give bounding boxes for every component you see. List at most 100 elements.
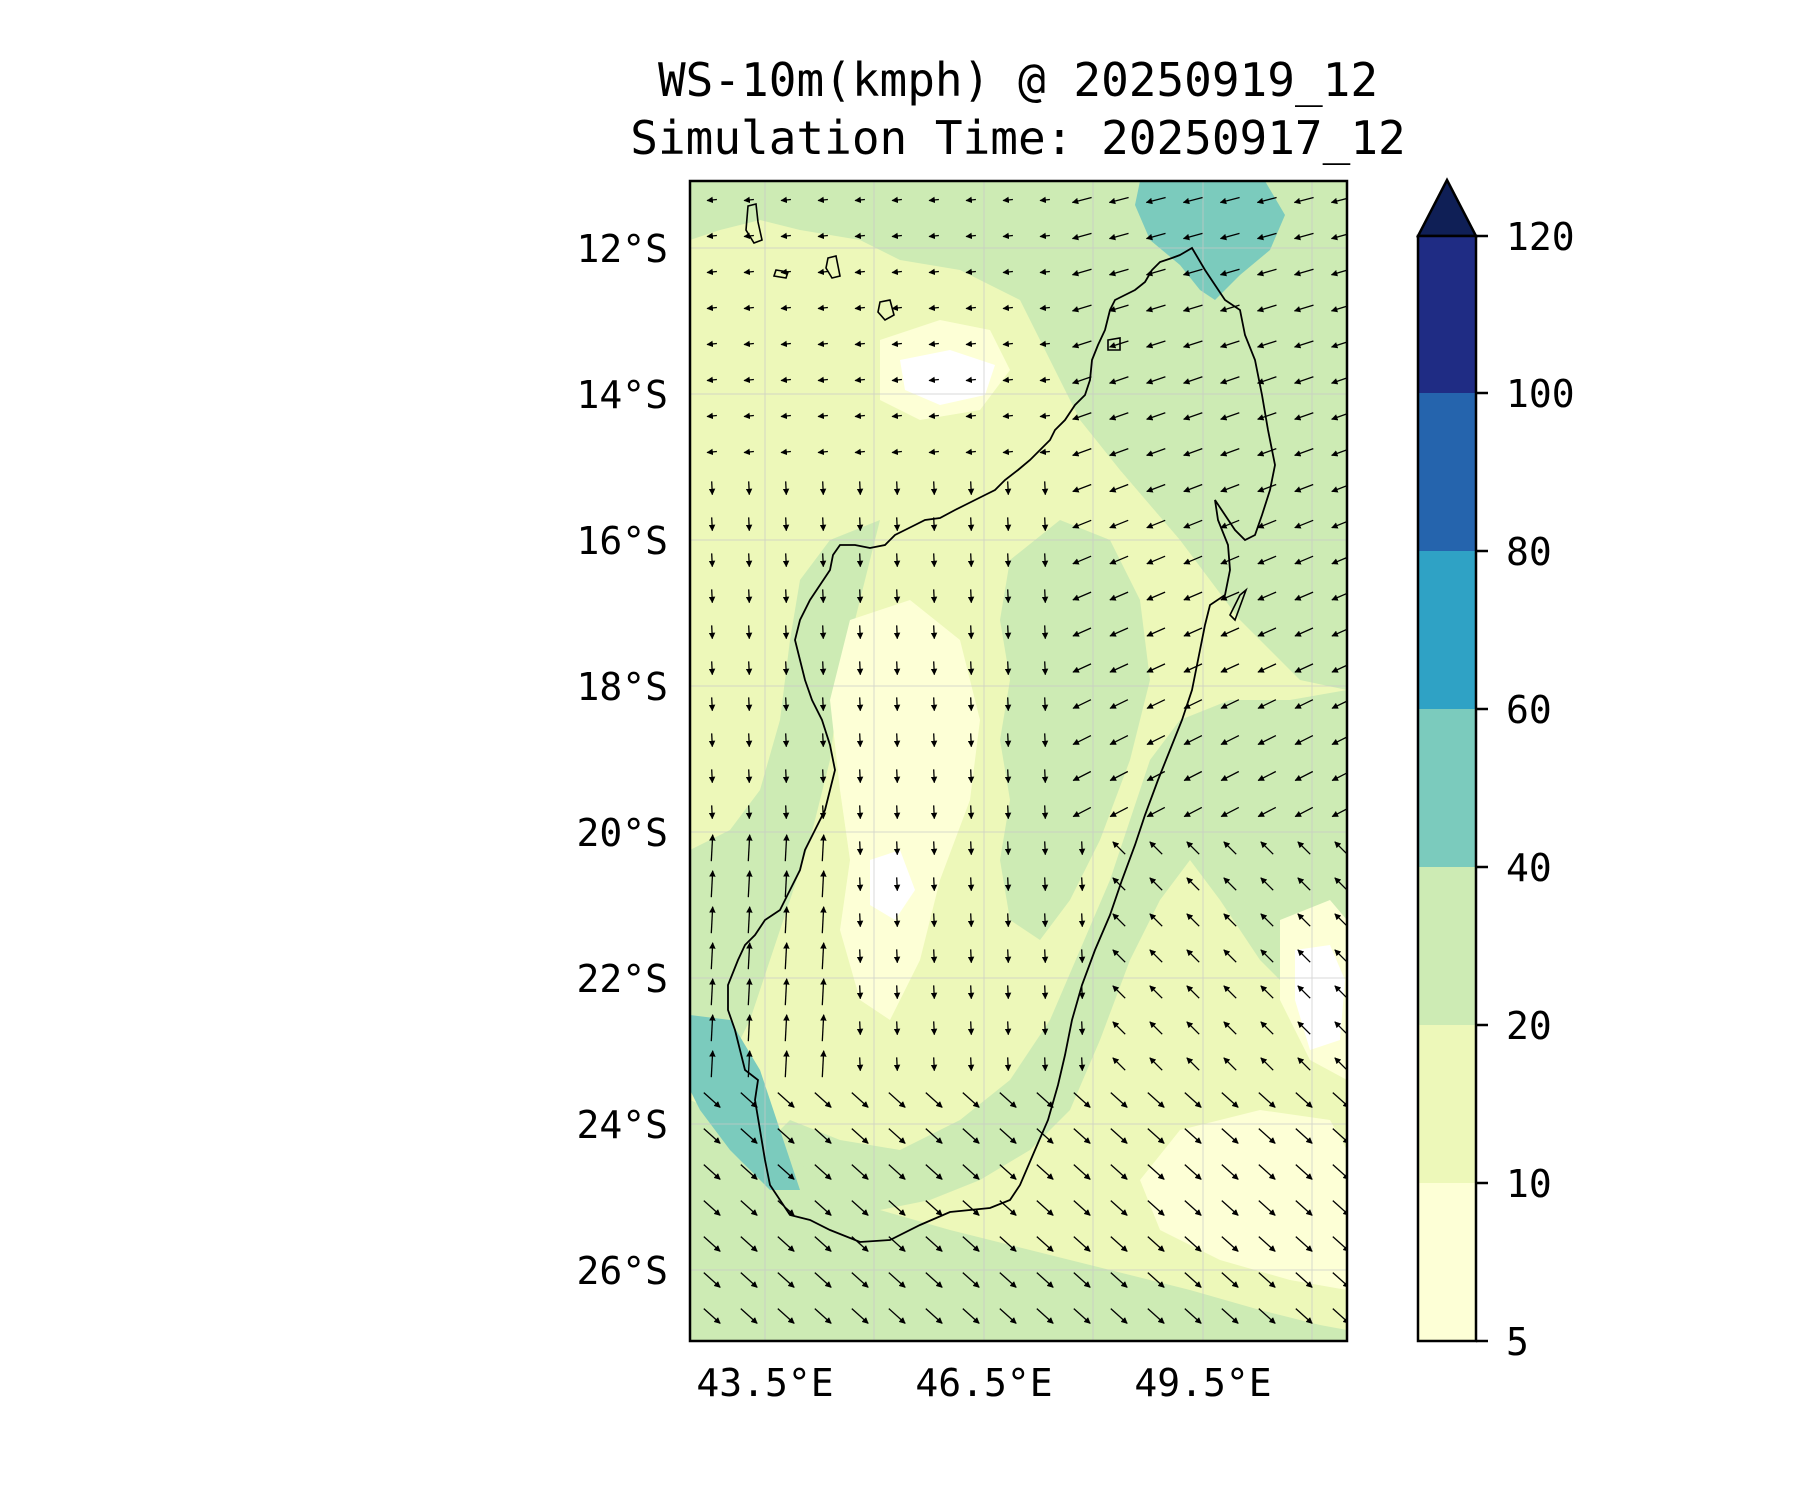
wind-arrow	[1220, 735, 1240, 745]
wind-arrow	[1004, 625, 1012, 640]
colorbar-label-20: 20	[1506, 1004, 1552, 1048]
contour-5-10-interior	[830, 600, 980, 1020]
wind-arrow	[1078, 1021, 1086, 1036]
wind-arrow	[1257, 806, 1277, 818]
wind-arrow	[965, 412, 976, 420]
colorbar-band-20-40	[1418, 867, 1476, 1025]
mayotte-island	[877, 299, 895, 322]
wind-arrow	[1073, 1236, 1091, 1252]
wind-arrow	[1036, 1164, 1054, 1180]
latitude-axis: 12°S 14°S 16°S 18°S 20°S 22°S 24°S 26°S	[576, 227, 668, 1293]
wind-arrow	[708, 733, 716, 748]
wind-arrow	[1146, 447, 1166, 457]
wind-arrow	[1041, 1021, 1049, 1036]
colorbar-band-80-100	[1418, 393, 1476, 551]
wind-arrow	[1109, 699, 1129, 709]
wind-arrow	[1146, 591, 1166, 601]
wind-arrow	[706, 376, 717, 384]
wind-arrow	[965, 196, 976, 204]
wind-arrow	[893, 1021, 901, 1036]
wind-arrow	[1041, 481, 1049, 496]
wind-arrow	[928, 448, 939, 456]
wind-arrow	[893, 589, 901, 604]
wind-arrow	[925, 1128, 943, 1144]
wind-arrow	[820, 906, 827, 934]
wind-arrow	[1258, 1272, 1276, 1288]
wind-arrow	[1331, 592, 1347, 601]
wind-arrow	[820, 1014, 827, 1042]
wind-arrow	[1221, 1308, 1239, 1324]
wind-arrow	[1260, 877, 1274, 891]
wind-arrow	[777, 1200, 795, 1216]
colorbar-extend-arrow	[1415, 177, 1479, 238]
wind-arrow	[819, 625, 827, 640]
wind-arrow	[1039, 304, 1050, 312]
calm-patch-east	[1295, 945, 1345, 1050]
wind-arrow	[1004, 589, 1012, 604]
wind-arrow	[967, 877, 975, 892]
wind-arrow	[891, 232, 902, 240]
wind-arrow	[777, 1128, 795, 1144]
wind-arrow	[1110, 1308, 1128, 1324]
wind-arrow	[1294, 555, 1314, 565]
wind-arrow	[814, 1236, 832, 1252]
wind-arrow	[1072, 699, 1092, 709]
wind-arrow	[893, 517, 901, 532]
wind-arrow	[1256, 376, 1277, 385]
wind-arrow	[1260, 949, 1274, 963]
wind-arrow	[1109, 663, 1129, 673]
wind-arrow	[1146, 699, 1166, 709]
wind-arrow	[1146, 663, 1166, 673]
colorbar-label-100: 100	[1506, 372, 1575, 416]
wind-arrow	[819, 661, 827, 676]
wind-arrow	[1073, 1092, 1091, 1108]
wind-arrow	[851, 1272, 869, 1288]
wind-arrow	[930, 589, 938, 604]
wind-arrow	[1109, 770, 1129, 782]
wind-arrow	[782, 517, 790, 532]
wind-arrow	[893, 877, 901, 892]
wind-arrow	[967, 949, 975, 964]
wind-arrow	[1221, 1164, 1239, 1180]
wind-arrow	[706, 412, 717, 420]
wind-arrow	[1041, 625, 1049, 640]
wind-arrow	[1145, 376, 1166, 385]
wind-arrow	[1109, 483, 1129, 493]
wind-arrow	[1260, 985, 1274, 999]
wind-arrow	[1223, 1057, 1237, 1071]
wind-arrow	[1223, 913, 1237, 927]
wind-arrow	[777, 1236, 795, 1252]
wind-arrow	[1334, 1057, 1347, 1071]
wind-arrow	[965, 340, 976, 348]
wind-arrow	[706, 304, 717, 312]
wind-arrow	[1071, 340, 1092, 349]
wind-arrow	[1221, 1128, 1239, 1144]
wind-arrow	[1147, 1272, 1165, 1288]
wind-arrow	[930, 661, 938, 676]
wind-arrow	[1002, 412, 1013, 420]
wind-arrow	[1334, 913, 1347, 927]
wind-arrow	[1004, 481, 1012, 496]
wind-arrow	[1220, 699, 1240, 709]
wind-arrow	[928, 304, 939, 312]
wind-arrow	[1041, 985, 1049, 1000]
wind-arrow	[777, 1164, 795, 1180]
wind-arrow	[967, 805, 975, 820]
wind-arrow	[1004, 661, 1012, 676]
wind-arrow	[893, 913, 901, 928]
wind-arrow	[1041, 517, 1049, 532]
wind-arrow	[1295, 1272, 1313, 1288]
wind-arrow	[962, 1272, 980, 1288]
wind-arrow	[1330, 233, 1347, 241]
wind-arrow	[888, 1200, 906, 1216]
wind-arrow	[814, 1272, 832, 1288]
wind-arrow	[1295, 1164, 1313, 1180]
wind-arrow	[1184, 1200, 1202, 1216]
wind-arrow	[1112, 949, 1126, 963]
wind-arrow	[706, 232, 717, 240]
wind-arrow	[1109, 591, 1129, 601]
wind-arrow	[703, 1236, 721, 1252]
wind-arrow	[1146, 806, 1166, 818]
wind-arrow	[1331, 485, 1347, 493]
wind-arrow	[1072, 663, 1092, 673]
